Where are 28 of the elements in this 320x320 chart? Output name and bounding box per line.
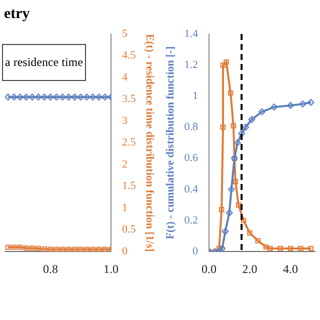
y2-tick-label: 3.5 bbox=[122, 93, 136, 106]
y2-tick-label: 1 bbox=[122, 202, 128, 214]
y-tick-label: 1 bbox=[192, 90, 198, 102]
x-tick-label: 4.0 bbox=[283, 262, 298, 276]
y2-tick-label: 4 bbox=[122, 71, 128, 84]
y-tick-label: 0.2 bbox=[184, 214, 198, 226]
y2-tick-label: 4.5 bbox=[122, 50, 136, 62]
y-tick-label: 0.6 bbox=[184, 152, 198, 164]
y2-tick-label: 3 bbox=[122, 114, 128, 127]
y-tick-label: 0.8 bbox=[184, 121, 198, 134]
x-tick-label: 1.0 bbox=[104, 262, 119, 276]
y2-axis-title: E(t) - residence time distribution function [1/s] bbox=[144, 34, 156, 252]
y-tick-label: 0.4 bbox=[184, 183, 198, 196]
y2-tick-label: 0.5 bbox=[122, 224, 136, 236]
y2-tick-label: 2.5 bbox=[122, 136, 136, 149]
y-tick-label: 1.4 bbox=[184, 28, 198, 40]
x-tick-label: 0.0 bbox=[201, 262, 216, 276]
y2-tick-label: 0 bbox=[122, 245, 128, 258]
y-tick-label: 1.2 bbox=[184, 58, 198, 71]
chart-title: etry bbox=[4, 6, 30, 23]
y2-tick-label: 2 bbox=[122, 158, 128, 170]
annotation: a residence time bbox=[2, 44, 86, 81]
y-tick-label: 0 bbox=[192, 245, 198, 258]
x-tick-label: 0.8 bbox=[42, 262, 58, 276]
x-tick-label: 2.0 bbox=[242, 262, 258, 276]
y2-tick-label: 5 bbox=[122, 28, 128, 40]
y-axis-title: F(t) - cumulative distribution function [-] bbox=[164, 46, 176, 240]
y2-tick-label: 1.5 bbox=[122, 180, 136, 192]
